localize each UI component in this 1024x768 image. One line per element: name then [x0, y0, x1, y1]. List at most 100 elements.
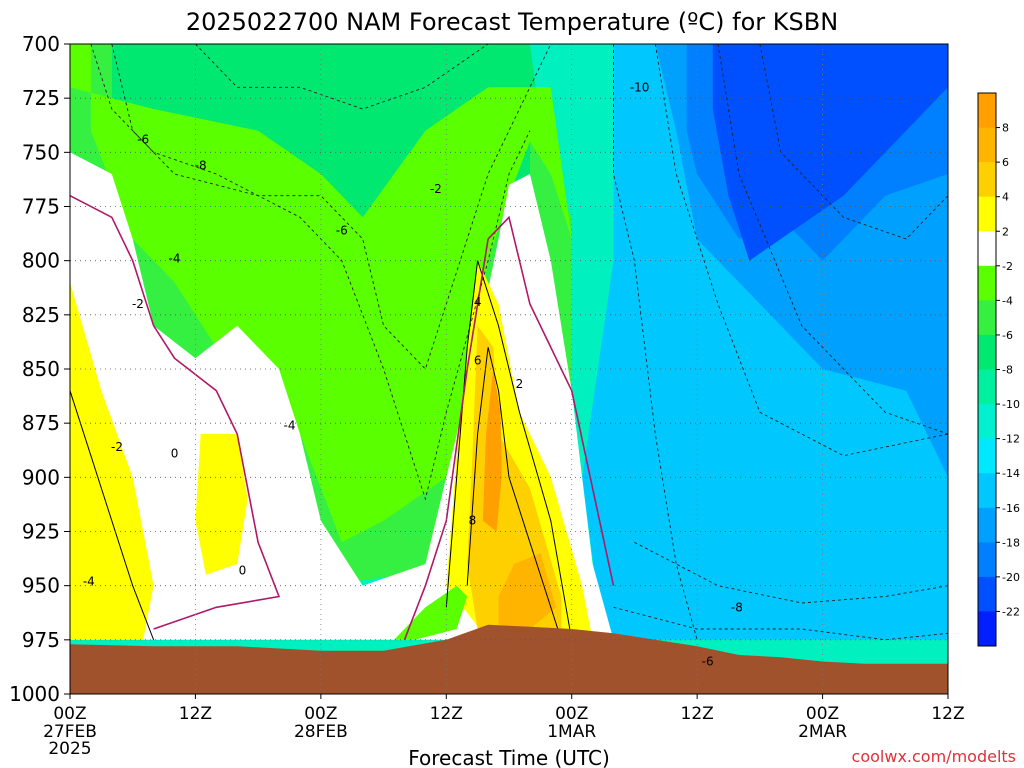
- contour-label: 0: [171, 447, 179, 461]
- colorbar-label: -12: [1002, 433, 1020, 446]
- colorbar-swatch: [978, 507, 996, 543]
- contour-label: 0: [239, 564, 247, 578]
- contour-label: -2: [111, 440, 123, 454]
- colorbar-swatch: [978, 473, 996, 509]
- x-tick-date: 2MAR: [798, 722, 847, 742]
- x-tick-label: 00Z: [304, 704, 337, 724]
- region-bright-green: [70, 44, 572, 543]
- colorbar-label: -4: [1002, 294, 1013, 307]
- contour-negative: [195, 43, 489, 110]
- contour-label: -6: [702, 655, 714, 669]
- colorbar-swatch: [978, 404, 996, 440]
- contour-label: -6: [336, 223, 348, 237]
- contour-label: -8: [731, 600, 743, 614]
- x-tick-date: 1MAR: [547, 722, 596, 742]
- y-tick-label: 950: [22, 574, 60, 598]
- colorbar-label: -10: [1002, 398, 1020, 411]
- colorbar-swatch: [978, 300, 996, 336]
- contour-positive: [445, 260, 573, 640]
- x-axis-label: Forecast Time (UTC): [408, 746, 610, 768]
- contour-label: -2: [132, 297, 144, 311]
- colorbar-label: -2: [1002, 260, 1013, 273]
- y-tick-label: 1000: [9, 682, 60, 706]
- contour-label: -4: [169, 252, 181, 266]
- colorbar-label: -6: [1002, 329, 1013, 342]
- region-hot-core: [498, 553, 556, 629]
- contour-negative: [759, 43, 949, 240]
- x-tick-label: 12Z: [931, 704, 964, 724]
- contour-label: 2: [516, 377, 524, 391]
- region-hottest: [482, 369, 502, 532]
- colorbar-label: -14: [1002, 467, 1020, 480]
- contour-positive: [69, 390, 155, 640]
- y-tick-label: 750: [22, 140, 60, 164]
- colorbar-label: 2: [1002, 225, 1009, 238]
- region-warm: [70, 282, 154, 640]
- colorbar-swatch: [978, 162, 996, 198]
- colorbar-label: 4: [1002, 191, 1009, 204]
- y-tick-label: 975: [22, 628, 60, 652]
- y-tick-label: 825: [22, 303, 60, 327]
- y-tick-label: 850: [22, 357, 60, 381]
- contour-positive: [466, 347, 562, 640]
- ground-terrain: [70, 624, 948, 694]
- y-tick-label: 700: [22, 32, 60, 56]
- plot-area: -10 -6 -8 -2 -6 -4 -2 4 6 2 -4 -2 0 8 0 -4 -8 -6: [69, 43, 949, 695]
- x-tick-label: 12Z: [681, 704, 714, 724]
- colorbar: 8 6 4 2 -2 -4 -6 -8 -10 -12 -14 -16 -18 -20 -22: [977, 92, 1020, 647]
- x-tick-label: 00Z: [555, 704, 588, 724]
- region-warm-middle: [195, 434, 248, 575]
- colorbar-swatch: [978, 196, 996, 232]
- region-green-low: [394, 585, 468, 640]
- contour-negative: [717, 43, 949, 435]
- x-tick-date: 28FEB: [294, 722, 348, 742]
- x-tick-label: 12Z: [179, 704, 212, 724]
- contour-label: -2: [430, 182, 442, 196]
- colorbar-label: -16: [1002, 502, 1020, 515]
- contour-negative: [654, 43, 949, 457]
- contour-label: 6: [474, 353, 482, 367]
- contour-labels: -10 -6 -8 -2 -6 -4 -2 4 6 2 -4 -2 0 8 0 -4 -8 -6: [83, 80, 743, 668]
- colorbar-swatch: [978, 334, 996, 370]
- colorbar-swatch: [978, 542, 996, 578]
- contour-label: -6: [137, 132, 149, 146]
- colorbar-swatch: [978, 438, 996, 474]
- temperature-fields: [70, 44, 948, 640]
- x-tick-label: 12Z: [430, 704, 463, 724]
- contour-negative: [634, 541, 949, 604]
- colorbar-swatch: [978, 369, 996, 405]
- colorbar-swatch: [978, 93, 996, 129]
- y-axis: 700 725 750 775 800 825 850 875 900 925 950 975 1000: [9, 32, 70, 706]
- colorbar-label: -8: [1002, 364, 1013, 377]
- contour-label: -4: [83, 574, 95, 588]
- x-tick-label: 00Z: [806, 704, 839, 724]
- watermark: coolwx.com/modelts: [852, 747, 1016, 766]
- y-tick-label: 900: [22, 465, 60, 489]
- contour-label: -10: [630, 80, 650, 94]
- x-tick-label: 00Z: [53, 704, 86, 724]
- contour-negative: [613, 44, 698, 640]
- contour-negative: [111, 43, 552, 370]
- chart-title: 2025022700 NAM Forecast Temperature (ºC)…: [186, 8, 838, 36]
- y-tick-label: 725: [22, 86, 60, 110]
- colorbar-swatch: [978, 127, 996, 163]
- y-tick-label: 800: [22, 249, 60, 273]
- contour-label: -8: [195, 158, 207, 172]
- colorbar-label: 6: [1002, 156, 1009, 169]
- contour-negative: [90, 43, 531, 501]
- contour-label: 8: [469, 514, 477, 528]
- colorbar-label: -18: [1002, 536, 1020, 549]
- contour-label: 4: [474, 295, 482, 309]
- contour-zero: [403, 215, 615, 641]
- colorbar-swatch: [978, 611, 996, 647]
- y-tick-label: 875: [22, 411, 60, 435]
- contour-negative: [613, 606, 949, 641]
- y-tick-label: 775: [22, 195, 60, 219]
- contour-label: -4: [284, 418, 296, 432]
- contour-zero: [69, 194, 281, 630]
- x-tick-date: 27FEB: [43, 722, 97, 742]
- y-tick-label: 925: [22, 520, 60, 544]
- contour-lines: [69, 43, 949, 641]
